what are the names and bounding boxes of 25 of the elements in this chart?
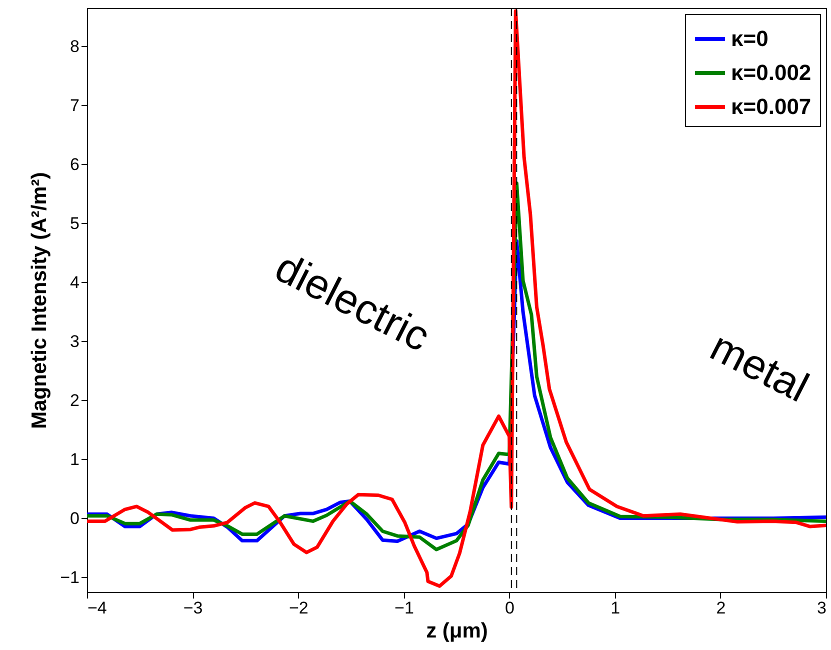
y-tick-label: 4 <box>70 272 80 292</box>
y-axis-title: Magnetic Intensity (A²/m²) <box>28 172 52 429</box>
y-tick-label: 3 <box>70 332 80 351</box>
x-tick-label: 1 <box>610 598 620 618</box>
x-tick-label: 3 <box>817 598 826 618</box>
legend-label: κ=0.007 <box>731 94 812 119</box>
x-tick-label: 2 <box>716 598 726 618</box>
annotation: metal <box>703 322 816 411</box>
x-tick-label: −1 <box>394 598 414 618</box>
legend-label: κ=0 <box>731 26 768 51</box>
x-tick-label: −4 <box>88 598 107 618</box>
y-tick-label: 0 <box>70 508 80 528</box>
legend-label: κ=0.002 <box>731 60 812 85</box>
y-tick-label: 1 <box>70 450 80 469</box>
x-tick-label: −3 <box>183 598 203 618</box>
y-tick-label: 6 <box>70 154 80 174</box>
y-tick-label: −1 <box>60 568 80 587</box>
line-series <box>87 9 826 588</box>
y-tick-label: 8 <box>70 36 80 56</box>
x-axis-title: z (μm) <box>426 620 488 642</box>
y-tick-label: 5 <box>70 214 80 233</box>
x-tick-label: 0 <box>505 598 515 618</box>
y-tick-label: 2 <box>70 390 80 410</box>
x-tick-label: −2 <box>288 598 308 618</box>
y-tick-label: 7 <box>70 96 80 115</box>
